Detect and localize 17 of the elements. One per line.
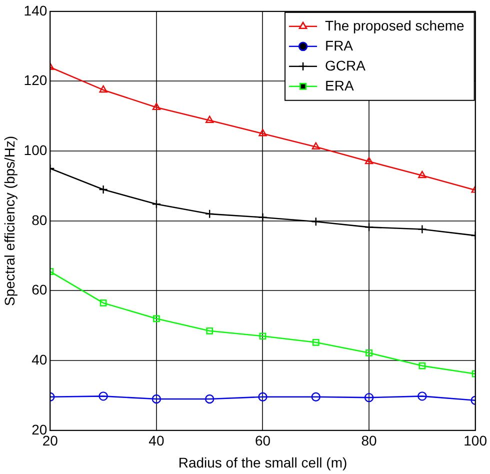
y-tick-label: 80	[32, 212, 48, 228]
x-tick-label: 100	[464, 432, 488, 449]
legend-label: FRA	[325, 37, 354, 54]
x-tick-label: 40	[148, 432, 164, 449]
x-tick-label: 80	[361, 432, 378, 449]
y-tick-label: 20	[32, 421, 48, 438]
y-tick-label: 100	[24, 142, 48, 158]
y-tick-label: 40	[32, 351, 48, 368]
x-tick-label: 60	[254, 432, 271, 449]
y-tick-label: 140	[24, 2, 48, 18]
legend-label: GCRA	[325, 57, 366, 74]
y-tick-label: 60	[32, 282, 48, 298]
legend-label: ERA	[325, 77, 354, 94]
y-tick-label: 120	[24, 72, 48, 88]
y-axis-title: Spectral efficiency (bps/Hz)	[1, 136, 18, 306]
legend-label: The proposed scheme	[325, 17, 465, 34]
x-axis-title: Radius of the small cell (m)	[178, 454, 348, 470]
